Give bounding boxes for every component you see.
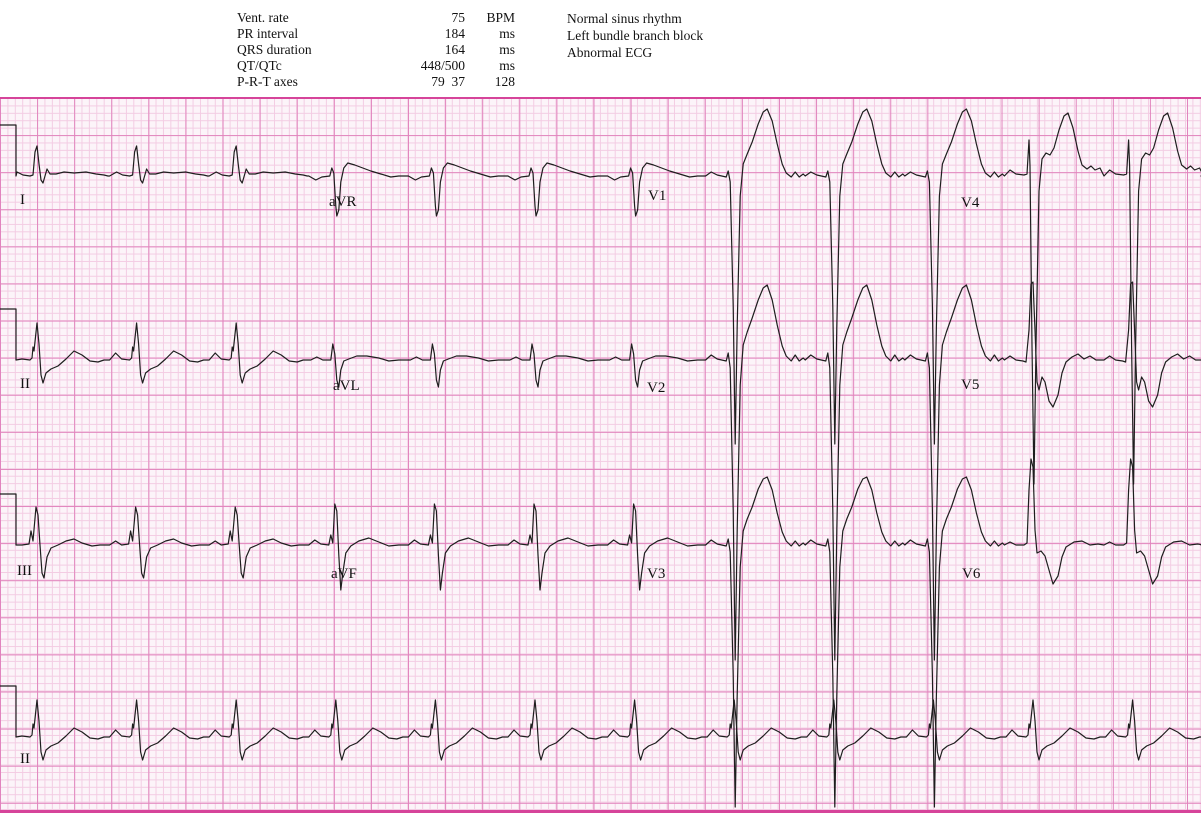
measurement-block: Vent. rate 75 BPM PR interval 184 ms QRS… (237, 10, 515, 90)
lead-label-iii: III (17, 563, 32, 579)
measurement-value: 184 (444, 26, 465, 41)
lead-label-v5: V5 (961, 377, 980, 393)
ecg-grid-paper (0, 97, 1201, 813)
measurement-unit: 128 (494, 74, 515, 89)
interpretation-line: Normal sinus rhythm (567, 11, 682, 26)
ecg-traces (0, 108, 1201, 808)
measurement-value: 164 (444, 42, 465, 57)
measurement-value: 448/500 (420, 58, 465, 73)
lead-label-v6: V6 (962, 566, 981, 582)
measurement-unit: ms (499, 26, 515, 41)
measurement-label: QRS duration (237, 42, 312, 57)
interpretation-line: Left bundle branch block (567, 28, 704, 43)
lead-label-v4: V4 (961, 195, 980, 211)
measurement-label: QT/QTc (237, 58, 282, 73)
measurement-unit: ms (499, 58, 515, 73)
measurement-unit: BPM (486, 10, 515, 25)
measurement-value: 79 37 (431, 74, 465, 89)
lead-label-avl: aVL (333, 378, 360, 394)
lead-label-avr: aVR (329, 194, 357, 210)
lead-label-avf: aVF (331, 566, 357, 582)
measurement-unit: ms (499, 42, 515, 57)
interpretation-block: Normal sinus rhythm Left bundle branch b… (567, 10, 703, 61)
lead-label-rhythm-ii: II (20, 751, 30, 767)
lead-label-i: I (20, 192, 25, 208)
lead-label-v2: V2 (647, 380, 666, 396)
lead-label-v3: V3 (647, 566, 666, 582)
lead-label-ii: II (20, 376, 30, 392)
measurement-label: Vent. rate (237, 10, 289, 25)
measurement-label: PR interval (237, 26, 299, 41)
measurement-label: P-R-T axes (237, 74, 298, 89)
measurement-value: 75 (451, 10, 466, 25)
interpretation-line: Abnormal ECG (567, 45, 653, 60)
lead-label-v1: V1 (648, 188, 667, 204)
